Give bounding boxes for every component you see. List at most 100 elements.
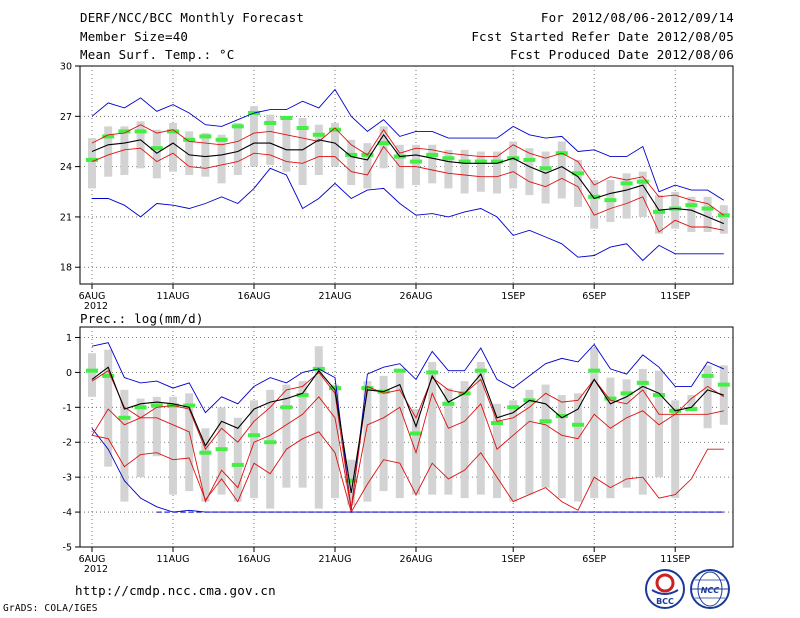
temperature-ensemble-bar (525, 148, 534, 196)
precipitation-mean-minus-sd-line (91, 391, 724, 509)
ncc-logo-text: NCC (701, 586, 720, 595)
temperature-median-mark (474, 159, 487, 164)
temperature-ensemble-bar (104, 126, 113, 177)
precipitation-ensemble-bar (476, 361, 485, 495)
precipitation-median-mark (653, 393, 665, 398)
precipitation-ensemble-bar (638, 368, 647, 495)
temperature-median-mark (636, 179, 649, 184)
precipitation-median-mark (183, 403, 196, 408)
forecast-produced-date: Fcst Produced Date 2012/08/06 (509, 47, 734, 62)
temperature-median-mark (653, 209, 665, 214)
temperature-variable-label: Mean Surf. Temp.: °C (80, 47, 235, 62)
precipitation-median-mark (442, 401, 455, 406)
precipitation-median-mark (296, 393, 309, 398)
temperature-mean-line (91, 133, 725, 225)
precipitation-median-mark (410, 431, 422, 436)
precipitation-median-mark (491, 421, 503, 426)
temperature-median-mark (280, 115, 293, 120)
precipitation-ensemble-bar (687, 395, 696, 411)
precipitation-ensemble-bar (282, 384, 291, 488)
forecast-period: For 2012/08/06-2012/09/14 (540, 10, 734, 25)
temperature-median-mark (426, 152, 439, 157)
precipitation-ensemble-bar (169, 396, 177, 495)
precipitation-median-mark (701, 373, 714, 378)
precipitation-ensemble-bar (298, 381, 307, 488)
temperature-ensemble-bar (476, 151, 485, 192)
precipitation-ensemble-bar (250, 400, 258, 499)
chart-title: DERF/NCC/BCC Monthly Forecast (80, 10, 305, 25)
temperature-ensemble-bar (557, 141, 566, 199)
temperature-ensemble-bar (314, 124, 323, 175)
temperature-ensemble-bar (185, 131, 194, 175)
temperature-ensemble-bar (412, 144, 420, 186)
precipitation-median-mark (215, 447, 228, 452)
temperature-ensemble-bar (444, 149, 453, 189)
temperature-ensemble-bar (638, 171, 647, 217)
temperature-median-mark (345, 152, 358, 157)
precipitation-xtick-label: 6SEP (582, 554, 606, 565)
temperature-median-mark (312, 132, 325, 137)
temperature-median-mark (329, 127, 341, 132)
temperature-ensemble-bar (574, 159, 582, 207)
ncc-logo: NCC (688, 568, 732, 610)
precipitation-median-mark (345, 478, 358, 483)
precipitation-xtick-label: 11SEP (660, 554, 690, 565)
temperature-mean-plus-sd-line (91, 124, 725, 216)
temperature-median-mark (458, 159, 471, 164)
temperature-ensemble-bar (217, 134, 226, 184)
temperature-median-mark (296, 126, 309, 131)
precipitation-median-mark (717, 382, 730, 387)
source-url[interactable]: http://cmdp.ncc.cma.gov.cn (75, 583, 276, 598)
precipitation-xtick-label: 26AUG (400, 554, 433, 565)
temperature-ensemble-bar (120, 126, 129, 175)
precipitation-ensemble-bar (590, 347, 599, 499)
precipitation-xtick-label: 21AUG (319, 554, 352, 565)
precipitation-ensemble-bar (460, 381, 469, 499)
precipitation-ytick-label: 1 (66, 333, 72, 344)
precipitation-median-mark (393, 368, 406, 373)
temperature-median-mark (588, 194, 601, 199)
temperature-xtick-label: 11SEP (660, 291, 690, 302)
temperature-ensemble-bar (687, 196, 696, 233)
temperature-year-label: 2012 (84, 301, 108, 312)
precipitation-median-mark (572, 422, 584, 427)
precipitation-median-mark (685, 407, 698, 412)
temperature-ytick-label: 24 (60, 162, 72, 173)
temperature-median-mark (717, 213, 730, 218)
temperature-median-mark (572, 171, 584, 176)
temperature-median-mark (442, 156, 455, 161)
temperature-ensemble-bar (250, 106, 258, 167)
precipitation-xtick-label: 1SEP (501, 554, 525, 565)
temperature-ensemble-bar (590, 180, 599, 229)
precipitation-ensemble-bar (428, 361, 437, 495)
precipitation-median-mark (539, 419, 552, 424)
precipitation-ytick-label: -5 (63, 543, 72, 554)
temperature-ensemble-bar (331, 123, 339, 167)
temperature-median-mark (215, 137, 228, 142)
precipitation-median-mark (118, 415, 131, 420)
precipitation-ensemble-bar (201, 428, 210, 502)
temperature-min-line (92, 167, 724, 262)
precipitation-xtick-label: 11AUG (157, 554, 190, 565)
precipitation-ensemble-bar (655, 370, 663, 478)
temperature-ensemble-bar (622, 173, 631, 219)
precipitation-variable-label: Prec.: log(mm/d) (80, 311, 204, 326)
precipitation-ensemble-bar (525, 389, 534, 495)
precipitation-median-mark (588, 368, 601, 373)
temperature-median-mark (410, 159, 422, 164)
temperature-median-mark (377, 141, 390, 146)
temperature-xtick-label: 26AUG (400, 291, 433, 302)
temperature-xtick-label: 21AUG (319, 291, 352, 302)
temperature-ensemble-bar (460, 149, 469, 194)
precipitation-ensemble-bar (493, 403, 501, 499)
temperature-ensemble-bar (136, 121, 145, 169)
temperature-median-mark (134, 129, 147, 134)
temperature-ensemble-bar (347, 139, 356, 186)
temperature-ensemble-bar (493, 151, 501, 194)
precipitation-mean-plus-sd-line (91, 370, 725, 509)
precipitation-median-mark (150, 403, 163, 408)
temperature-median-mark (231, 124, 244, 129)
precipitation-median-mark (426, 370, 439, 375)
precipitation-ensemble-bar (509, 400, 518, 502)
temperature-ensemble-bar (719, 205, 728, 234)
